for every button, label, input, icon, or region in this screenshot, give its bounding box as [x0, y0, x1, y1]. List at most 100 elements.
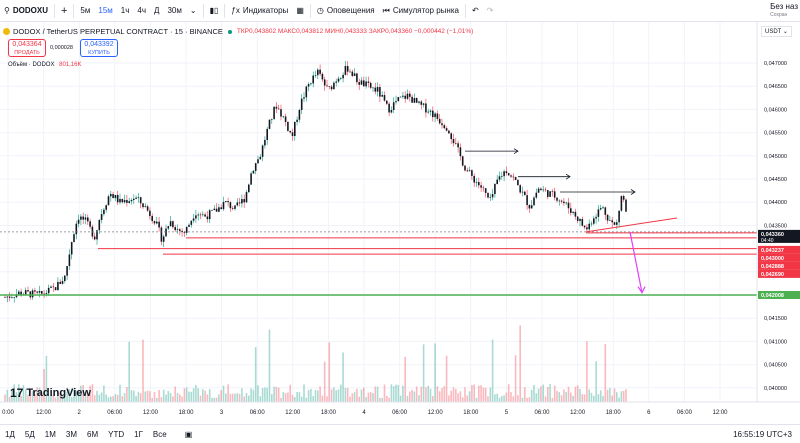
volume-bar	[298, 392, 301, 402]
candle-body	[243, 199, 245, 203]
volume-bar	[105, 394, 107, 402]
price-chart[interactable]: 0,047000 0,046500 0,046000 0,045500 0,045000…	[0, 22, 800, 422]
buy-button[interactable]: 0,043392 КУПИТЬ	[80, 39, 118, 57]
chart-type-button[interactable]: ▮▯	[206, 0, 223, 22]
candle-body	[307, 84, 310, 87]
candle-body	[565, 202, 567, 204]
volume-bar	[248, 395, 250, 402]
tf-4h[interactable]: 4ч	[137, 6, 147, 15]
volume-bar	[507, 384, 510, 402]
volume-bar	[549, 384, 551, 402]
candle-body	[73, 234, 75, 243]
volume-bar	[31, 391, 34, 402]
candle-body	[353, 73, 356, 76]
volume-bar	[158, 390, 160, 402]
range-5d[interactable]: 5Д	[24, 429, 35, 439]
candle-body	[443, 125, 446, 129]
candle-body	[264, 139, 266, 146]
volume-bar	[622, 390, 625, 402]
tf-30m[interactable]: 30м	[167, 6, 182, 15]
candle-body	[553, 191, 556, 198]
buy-label: КУПИТЬ	[88, 50, 110, 56]
volume-bar	[61, 395, 64, 402]
replay-button[interactable]: ⏮ Симулятор рынка	[379, 0, 463, 22]
volume-bar	[303, 384, 305, 402]
chart-area[interactable]: 0,047000 0,046500 0,046000 0,045500 0,045000…	[0, 22, 800, 422]
candle-body	[625, 199, 627, 212]
tf-1d[interactable]: Д	[154, 6, 160, 15]
volume-bar	[112, 396, 114, 402]
undo-button[interactable]: ↶	[468, 0, 483, 22]
symbol-title: DODOX / TetherUS PERPETUAL CONTRACT · 15…	[13, 27, 223, 36]
range-1y[interactable]: 1Г	[134, 429, 143, 439]
candle-body	[395, 101, 397, 103]
layout-name[interactable]: Без наз Сохран	[766, 0, 800, 22]
volume-bar	[103, 385, 105, 402]
candle-body	[179, 229, 181, 231]
candle-body	[381, 95, 383, 97]
volume-bar	[282, 391, 285, 402]
symbol-search[interactable]: ⚲ DODOXU	[0, 0, 52, 22]
volume-bar	[66, 391, 68, 402]
chevron-down-icon[interactable]: ⌄	[189, 6, 197, 15]
volume-bar	[268, 329, 271, 402]
tf-5m[interactable]: 5м	[80, 6, 91, 15]
indicators-button[interactable]: ƒx Индикаторы	[227, 0, 292, 22]
candle-body	[241, 199, 243, 204]
volume-bar	[406, 395, 409, 402]
candle-body	[116, 194, 119, 203]
redo-button[interactable]: ↷	[483, 0, 498, 22]
candle-body	[356, 73, 358, 83]
candle-body	[52, 286, 55, 288]
candle-body	[590, 223, 593, 225]
candle-body	[363, 80, 365, 87]
volume-bar	[6, 389, 9, 402]
candle-body	[202, 214, 204, 216]
candle-body	[425, 103, 427, 113]
range-1m[interactable]: 1М	[44, 429, 56, 439]
time-tick-label: 0:00	[2, 410, 14, 416]
candle-body	[524, 191, 526, 196]
layouts-button[interactable]: ▦	[292, 0, 308, 22]
range-1d[interactable]: 1Д	[5, 429, 15, 439]
volume-bar	[190, 391, 193, 402]
candle-body	[294, 121, 296, 137]
layout-title: Без наз	[770, 1, 798, 11]
volume-bar	[139, 393, 142, 402]
volume-bar	[204, 390, 206, 402]
candle-body	[530, 205, 533, 209]
range-3m[interactable]: 3М	[65, 429, 77, 439]
volume-bar	[211, 397, 213, 402]
candle-body	[59, 281, 61, 284]
sell-button[interactable]: 0,043364 ПРОДАТЬ	[8, 39, 46, 57]
candle-body	[333, 82, 335, 90]
volume-bar	[77, 391, 80, 402]
sell-price: 0,043364	[12, 41, 42, 48]
candle-body	[82, 216, 84, 220]
volume-bar	[231, 393, 234, 402]
range-6m[interactable]: 6М	[87, 429, 99, 439]
volume-bar	[91, 384, 94, 402]
compare-button[interactable]: +	[60, 4, 68, 17]
volume-bar	[335, 390, 337, 402]
volume-bar	[340, 384, 342, 402]
volume-bar	[34, 394, 36, 402]
range-all[interactable]: Все	[152, 429, 167, 439]
currency-selector[interactable]: USDT ⌄	[761, 26, 792, 37]
volume-bar	[471, 385, 473, 402]
tf-1h[interactable]: 1ч	[120, 6, 130, 15]
tf-15m[interactable]: 15м	[98, 6, 113, 15]
volume-bar	[100, 392, 103, 402]
alerts-button[interactable]: ◷ Оповещения	[313, 0, 379, 22]
calendar-icon[interactable]: ▣	[184, 429, 193, 439]
range-ytd[interactable]: YTD	[108, 429, 125, 439]
volume-bar	[445, 355, 448, 402]
volume-bar	[264, 387, 266, 402]
candle-body	[466, 170, 469, 172]
volume-bar	[618, 397, 620, 402]
volume-bar	[611, 395, 613, 402]
candle-body	[165, 228, 167, 237]
candle-body	[484, 188, 487, 193]
volume-bar	[328, 342, 331, 402]
candle-body	[245, 192, 248, 203]
